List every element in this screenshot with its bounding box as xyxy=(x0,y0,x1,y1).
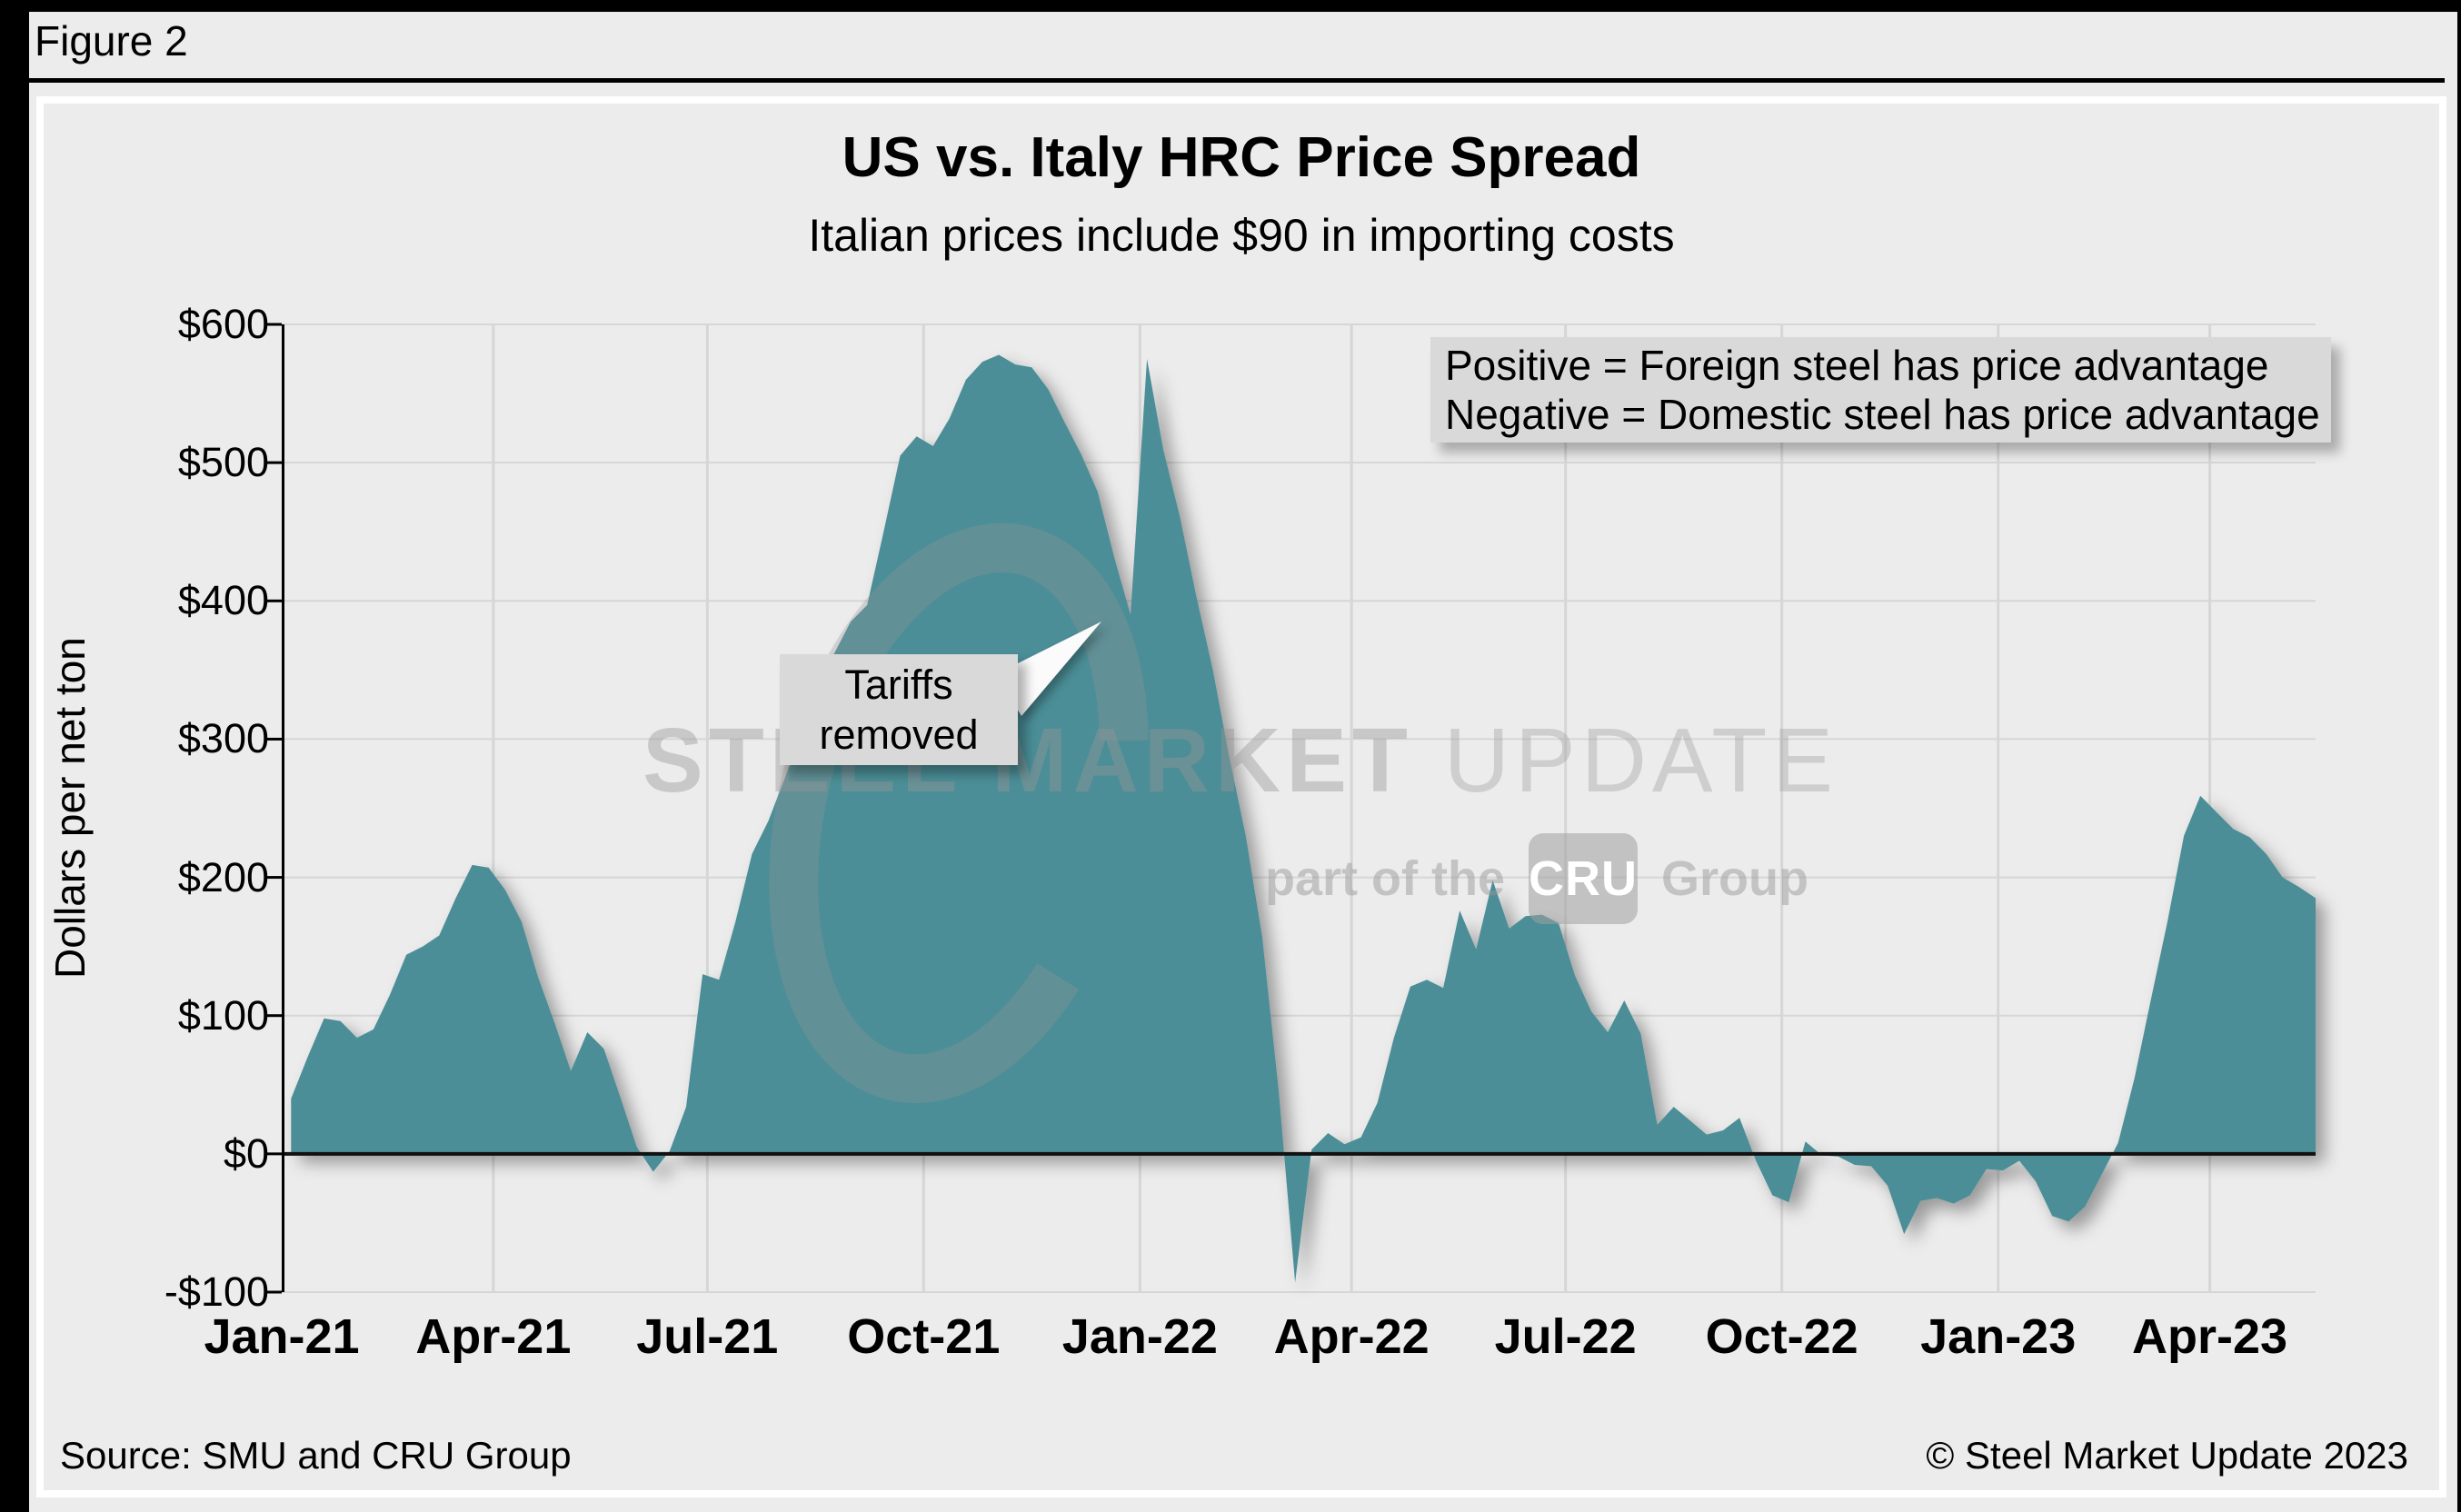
watermark-wordmark: STEEL MARKET UPDATE xyxy=(582,709,1899,813)
source-credit: Source: SMU and CRU Group xyxy=(60,1434,572,1477)
watermark-part-of-the: part of the xyxy=(1265,851,1505,906)
y-axis-title: Dollars per net ton xyxy=(46,637,94,980)
spread-direction-note-box: Positive = Foreign steel has price advan… xyxy=(1430,337,2331,443)
chart-card xyxy=(36,96,2446,1497)
watermark-steel-market: STEEL MARKET xyxy=(643,710,1444,811)
note-line-positive: Positive = Foreign steel has price advan… xyxy=(1445,342,2269,389)
annotation-line-2: removed xyxy=(819,711,979,758)
price-spread-area-chart xyxy=(267,323,2316,1294)
watermark-update: UPDATE xyxy=(1443,710,1838,811)
figure-label-divider xyxy=(29,78,2445,83)
figure-label: Figure 2 xyxy=(35,17,188,65)
smu-logo-swoosh-icon xyxy=(769,522,1149,1104)
spread-area-series xyxy=(291,354,2316,1283)
frame-left-bar xyxy=(0,0,29,1512)
chart-title: US vs. Italy HRC Price Spread xyxy=(842,126,1641,189)
cru-logo-badge: CRU xyxy=(1529,833,1638,924)
watermark-group: Group xyxy=(1661,851,1808,906)
frame-top-bar xyxy=(0,0,2461,12)
watermark-tagline: part of the CRU Group xyxy=(1265,832,1808,925)
annotation-line-1: Tariffs xyxy=(844,662,953,708)
chart-subtitle: Italian prices include $90 in importing … xyxy=(808,210,1675,261)
annotation-callout-pointer xyxy=(996,622,1101,716)
copyright-notice: © Steel Market Update 2023 xyxy=(1926,1434,2408,1477)
tariffs-removed-annotation: Tariffs removed xyxy=(780,654,1018,765)
frame-right-bar xyxy=(2457,0,2461,1512)
note-line-negative: Negative = Domestic steel has price adva… xyxy=(1445,391,2320,438)
